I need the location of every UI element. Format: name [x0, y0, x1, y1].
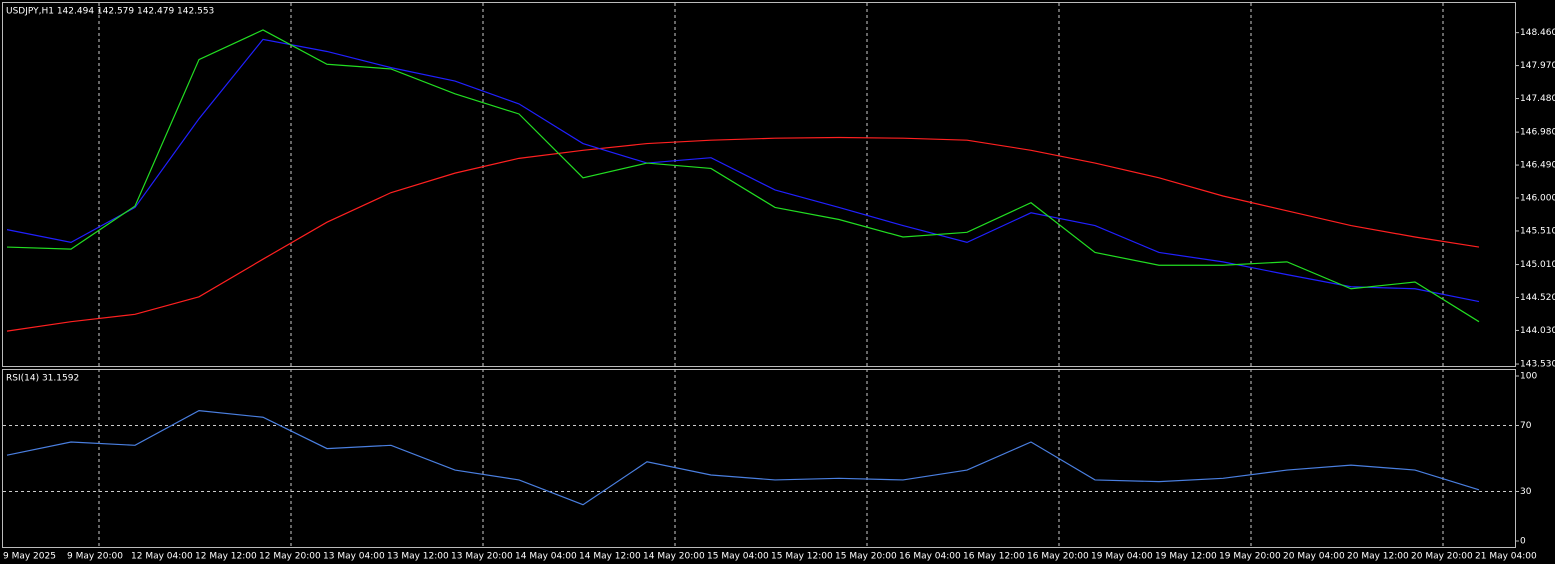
x-tick-label: 15 May 12:00 [771, 552, 833, 562]
x-tick-label: 19 May 12:00 [1155, 552, 1217, 562]
y-tick-label: 145.510 [1520, 226, 1555, 236]
line [6, 29, 1480, 323]
y-tick-label: 70 [1520, 421, 1532, 431]
y-tick-label: 143.530 [1520, 360, 1555, 370]
x-tick-label: 13 May 20:00 [451, 552, 513, 562]
x-tick-label: 15 May 20:00 [835, 552, 897, 562]
x-tick-label: 13 May 04:00 [323, 552, 385, 562]
price-panel [2, 2, 1516, 367]
x-tick-label: 16 May 12:00 [963, 552, 1025, 562]
y-tick-label: 30 [1520, 487, 1532, 497]
y-tick-label: 145.010 [1520, 260, 1555, 270]
x-tick-label: 12 May 12:00 [195, 552, 257, 562]
line [6, 136, 1480, 332]
y-tick-label: 147.970 [1520, 61, 1555, 71]
x-tick-label: 13 May 12:00 [387, 552, 449, 562]
y-tick-label: 146.000 [1520, 194, 1555, 204]
x-tick-label: 15 May 04:00 [707, 552, 769, 562]
x-tick-label: 9 May 20:00 [67, 552, 123, 562]
line [6, 38, 1480, 303]
line [6, 410, 1480, 506]
x-tick-label: 16 May 04:00 [899, 552, 961, 562]
x-tick-label: 14 May 04:00 [515, 552, 577, 562]
x-tick-label: 14 May 20:00 [643, 552, 705, 562]
chart-title: USDJPY,H1 142.494 142.579 142.479 142.55… [6, 7, 214, 17]
x-tick-label: 19 May 20:00 [1219, 552, 1281, 562]
x-tick-label: 21 May 04:00 [1475, 552, 1537, 562]
x-tick-label: 20 May 12:00 [1347, 552, 1409, 562]
time-grid [98, 3, 1444, 547]
x-tick-label: 19 May 04:00 [1091, 552, 1153, 562]
y-tick-label: 144.520 [1520, 293, 1555, 303]
x-tick-label: 20 May 04:00 [1283, 552, 1345, 562]
y-tick-label: 144.030 [1520, 326, 1555, 336]
x-tick-label: 12 May 04:00 [131, 552, 193, 562]
y-tick-label: 146.490 [1520, 161, 1555, 171]
y-tick-label: 0 [1520, 537, 1526, 547]
x-tick-label: 16 May 20:00 [1027, 552, 1089, 562]
rsi-title: RSI(14) 31.1592 [6, 374, 79, 384]
x-tick-label: 20 May 20:00 [1411, 552, 1473, 562]
x-tick-label: 9 May 2025 [3, 552, 56, 562]
y-tick-label: 148.460 [1520, 28, 1555, 38]
y-tick-label: 146.980 [1520, 128, 1555, 138]
y-tick-label: 147.480 [1520, 94, 1555, 104]
y-tick-label: 100 [1520, 372, 1537, 382]
x-tick-label: 14 May 12:00 [579, 552, 641, 562]
x-tick-label: 12 May 20:00 [259, 552, 321, 562]
rsi-panel [2, 369, 1516, 548]
